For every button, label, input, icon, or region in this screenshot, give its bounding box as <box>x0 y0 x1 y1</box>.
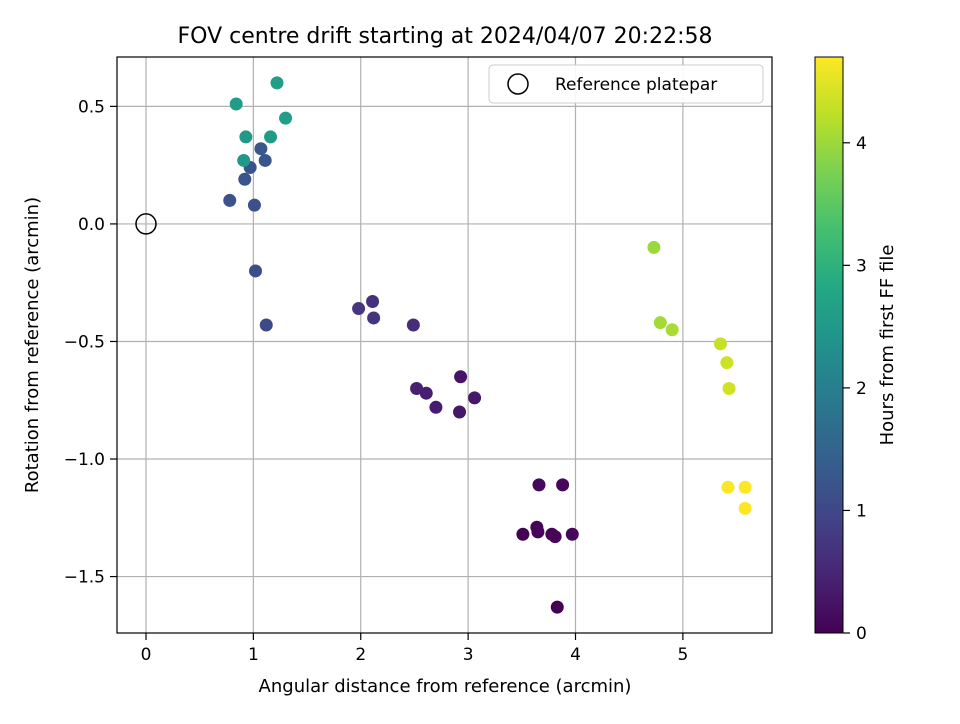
data-point <box>468 391 482 405</box>
data-point <box>516 527 530 541</box>
chart-title: FOV centre drift starting at 2024/04/07 … <box>178 24 713 49</box>
reference-platepar-marker <box>135 213 157 235</box>
data-point <box>429 400 443 414</box>
data-point <box>720 356 734 370</box>
y-tick-label: 0.5 <box>78 97 105 117</box>
colorbar-tick-label: 2 <box>856 379 867 399</box>
data-point <box>453 405 467 419</box>
x-tick-label: 1 <box>248 645 259 665</box>
data-point <box>247 198 261 212</box>
x-tick-label: 4 <box>570 645 581 665</box>
data-point <box>653 316 667 330</box>
data-point <box>531 525 545 539</box>
colorbar-tick-label: 3 <box>856 256 867 276</box>
data-point <box>550 600 564 614</box>
data-point <box>548 530 562 544</box>
x-axis-ticks: 0 1 2 3 4 5 <box>141 633 688 665</box>
data-point <box>270 76 284 90</box>
colorbar-ticks: 0 1 2 3 4 <box>843 134 867 644</box>
data-point <box>258 153 272 167</box>
data-point <box>264 130 278 144</box>
data-point <box>556 478 570 492</box>
data-point <box>721 480 735 494</box>
chart-legend: Reference platepar <box>488 64 764 104</box>
data-point <box>259 318 273 332</box>
data-point <box>419 386 433 400</box>
data-point <box>406 318 420 332</box>
data-point <box>713 337 727 351</box>
data-point <box>366 295 380 309</box>
data-point <box>565 527 579 541</box>
data-points <box>223 76 752 614</box>
grid-lines <box>117 57 772 633</box>
y-tick-label: 0.0 <box>78 215 105 235</box>
reference-marker-layer <box>135 213 157 235</box>
colorbar-tick-label: 4 <box>856 134 867 154</box>
data-point <box>279 111 293 125</box>
colorbar-gradient <box>814 56 844 634</box>
colorbar-tick-label: 0 <box>856 624 867 644</box>
data-point <box>410 381 424 395</box>
data-point <box>223 193 237 207</box>
data-point <box>722 381 736 395</box>
data-point <box>738 480 752 494</box>
x-tick-label: 0 <box>141 645 152 665</box>
y-tick-label: −1.5 <box>64 568 105 588</box>
x-tick-label: 3 <box>463 645 474 665</box>
colorbar-label: Hours from first FF file <box>877 245 898 446</box>
data-point <box>254 142 268 156</box>
x-tick-label: 5 <box>677 645 688 665</box>
y-axis-label: Rotation from reference (arcmin) <box>22 197 43 493</box>
y-axis-ticks: 0.5 0.0 −0.5 −1.0 −1.5 <box>64 97 117 588</box>
data-point <box>647 240 661 254</box>
data-point <box>454 370 468 384</box>
data-point <box>249 264 263 278</box>
colorbar-tick-label: 1 <box>856 501 867 521</box>
y-tick-label: −0.5 <box>64 332 105 352</box>
plot-area-frame <box>116 56 773 634</box>
legend-box <box>488 64 764 104</box>
data-point <box>352 302 366 316</box>
data-point <box>367 311 381 325</box>
x-axis-label: Angular distance from reference (arcmin) <box>259 676 632 697</box>
x-tick-label: 2 <box>355 645 366 665</box>
y-tick-label: −1.0 <box>64 450 105 470</box>
data-point <box>229 97 243 111</box>
colorbar: 0 1 2 3 4 Hours from first FF file <box>814 56 898 644</box>
data-point <box>532 478 546 492</box>
data-point <box>738 501 752 515</box>
legend-marker-reference <box>507 73 529 95</box>
legend-label-reference: Reference platepar <box>555 75 717 95</box>
data-point <box>238 172 252 186</box>
data-point <box>239 130 253 144</box>
data-point <box>665 323 679 337</box>
data-point <box>237 153 251 167</box>
